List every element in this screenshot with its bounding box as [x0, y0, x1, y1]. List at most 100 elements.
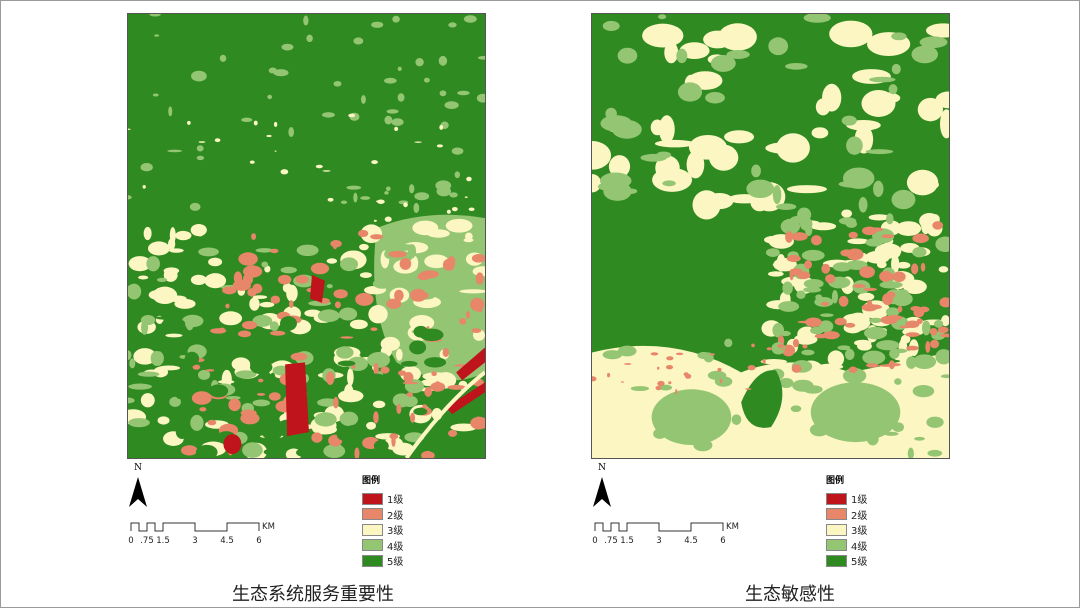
scale-label: 6 — [256, 536, 262, 546]
patch-level3 — [147, 241, 170, 256]
legend-label: 3级 — [387, 526, 404, 538]
patch-level2 — [792, 339, 800, 348]
patch-level3 — [394, 126, 399, 131]
patch-level4 — [449, 192, 458, 198]
patch-level4 — [844, 348, 855, 361]
patch-level5 — [337, 360, 356, 367]
patch-level2 — [419, 271, 439, 279]
scale-label: 6 — [720, 536, 726, 546]
patch-level3 — [768, 271, 784, 277]
patch-level4 — [838, 180, 870, 188]
patch-level4 — [676, 48, 688, 64]
patch-level2 — [881, 234, 895, 239]
patch-level4 — [821, 320, 829, 332]
patch-level3 — [168, 248, 184, 253]
patch-level3 — [190, 274, 207, 286]
scale-unit: KM — [726, 522, 739, 532]
patch-level3 — [266, 134, 272, 138]
legend: 图例 1级 2级 3级 4级 5级 — [362, 473, 452, 569]
patch-level2 — [892, 271, 906, 283]
patch-level3 — [873, 92, 901, 104]
patch-level4 — [273, 69, 289, 77]
patch-level5 — [208, 384, 229, 398]
patch-level4 — [317, 309, 340, 323]
patch-level2 — [786, 254, 801, 263]
patch-level4 — [128, 397, 135, 404]
patch-level2 — [675, 352, 684, 356]
patch-level2 — [270, 330, 286, 336]
north-arrow-icon — [129, 477, 147, 507]
patch-level3 — [865, 250, 890, 264]
patch-level2 — [911, 263, 919, 275]
patch-level2 — [821, 263, 831, 274]
patch-level4 — [435, 180, 452, 191]
scale-label: .75 — [140, 536, 154, 546]
patch-level2 — [475, 416, 482, 430]
patch-level3 — [348, 113, 356, 118]
patch-level2 — [295, 275, 309, 284]
patch-level5 — [373, 440, 389, 452]
patch-level4 — [837, 345, 851, 351]
patch-level5 — [263, 449, 277, 455]
patch-level3 — [344, 384, 354, 402]
patch-level4 — [617, 345, 637, 357]
patch-level4 — [662, 180, 676, 187]
patch-level4 — [778, 377, 794, 388]
patch-level3 — [900, 334, 911, 344]
patch-level2 — [844, 322, 856, 328]
patch-level3 — [384, 216, 392, 222]
patch-level4 — [940, 374, 949, 379]
patch-level3 — [445, 218, 473, 233]
patch-level4 — [862, 350, 886, 365]
patch-level2 — [406, 392, 414, 398]
patch-level3 — [366, 421, 376, 430]
patch-level4 — [340, 200, 348, 205]
patch-level1 — [456, 347, 485, 381]
patch-level5 — [175, 424, 189, 440]
patch-level2 — [785, 231, 793, 243]
patch-level2 — [207, 419, 217, 426]
patch-level4 — [128, 195, 132, 200]
patch-level4 — [888, 84, 898, 95]
patch-level2 — [592, 376, 597, 382]
patch-level1 — [446, 382, 485, 415]
patch-level4 — [451, 147, 464, 155]
patch-level2 — [421, 450, 435, 458]
legend-swatch — [362, 554, 383, 567]
patch-level2 — [838, 295, 849, 307]
patch-level3 — [896, 261, 911, 269]
patch-level4 — [934, 319, 944, 328]
patch-level3 — [829, 20, 873, 48]
patch-level4 — [801, 349, 815, 356]
patch-level4 — [885, 307, 900, 317]
patch-level4 — [360, 196, 371, 200]
patch-level2 — [232, 280, 251, 291]
legend-label: 4级 — [387, 541, 404, 553]
patch-level2 — [310, 262, 330, 275]
patch-level2 — [925, 340, 931, 353]
patch-level2 — [745, 388, 752, 390]
patch-level4 — [413, 202, 420, 214]
patch-level4 — [726, 50, 750, 59]
scale-label: 1.5 — [156, 536, 170, 546]
patch-level4 — [384, 77, 397, 84]
patch-level3 — [359, 243, 369, 251]
patch-level4 — [889, 348, 900, 359]
patch-level4 — [303, 15, 309, 26]
patch-level3 — [259, 301, 275, 308]
patch-level4 — [280, 266, 297, 274]
patch-level3 — [148, 289, 169, 300]
patch-level2 — [897, 305, 903, 313]
patch-level4 — [731, 414, 742, 425]
patch-level4 — [141, 320, 149, 335]
patch-level3 — [204, 273, 227, 289]
patch-level2 — [655, 385, 662, 391]
patch-level4 — [252, 315, 273, 327]
patch-level2 — [719, 378, 723, 384]
patch-level3 — [794, 333, 818, 345]
patch-level2 — [409, 288, 427, 302]
patch-level4 — [778, 301, 800, 312]
patch-level2 — [471, 254, 485, 263]
patch-level3 — [280, 169, 289, 175]
patch-level3 — [760, 359, 787, 365]
